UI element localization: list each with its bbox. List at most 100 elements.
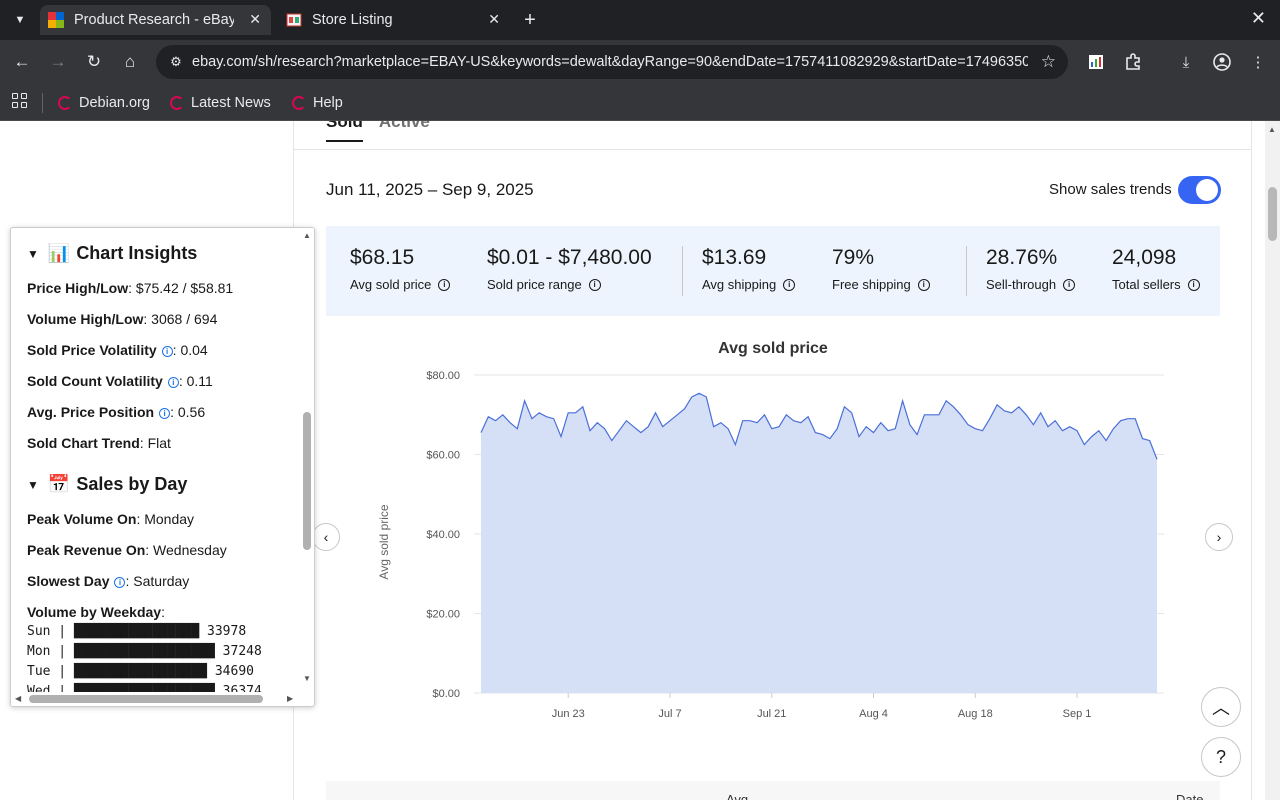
- window-close-icon[interactable]: ✕: [1250, 8, 1266, 28]
- tab-product-research[interactable]: Product Research - eBay ✕: [40, 5, 271, 35]
- chart-prev-button[interactable]: ‹: [312, 523, 340, 551]
- stat-value: 79%: [832, 246, 875, 269]
- bookmark-latest-news[interactable]: Latest News: [170, 91, 271, 115]
- insights-vertical-scrollbar[interactable]: ▲ ▼: [300, 228, 314, 694]
- show-trends-toggle[interactable]: [1178, 176, 1221, 204]
- tab-close-icon[interactable]: ✕: [249, 11, 261, 27]
- stat-value: $68.15: [350, 246, 415, 269]
- scrollbar-thumb[interactable]: [1268, 187, 1277, 241]
- ebay-favicon-icon: [48, 12, 64, 28]
- scrollbar-thumb[interactable]: [29, 695, 263, 703]
- bookmark-debian[interactable]: Debian.org: [58, 91, 150, 115]
- tab-title: Store Listing: [312, 12, 393, 28]
- toggle-knob: [1196, 179, 1218, 201]
- debian-swirl-icon: [292, 96, 306, 110]
- stat-separator: [966, 246, 967, 296]
- results-table-header: Avg Date: [326, 781, 1220, 800]
- insight-sold-count-volatility: Sold Count Volatility i: 0.11: [27, 373, 213, 389]
- bookmark-help[interactable]: Help: [292, 91, 343, 115]
- stat-label: Avg sold price: [350, 277, 432, 292]
- weekday-bar-row: Tue | █████████████████ 34690: [27, 664, 254, 679]
- bookmark-label: Debian.org: [79, 95, 150, 111]
- show-trends-label: Show sales trends: [1049, 181, 1172, 198]
- menu-kebab-icon[interactable]: ⋮: [1250, 54, 1266, 71]
- page-content: Sold Active Jun 11, 2025 – Sep 9, 2025 S…: [0, 121, 1280, 800]
- info-icon[interactable]: i: [588, 278, 601, 291]
- url-text: ebay.com/sh/research?marketplace=EBAY-US…: [192, 54, 1028, 70]
- tab-search-icon[interactable]: ▼: [14, 14, 26, 26]
- stat-sell-through: 28.76% Sell-through i: [986, 246, 1076, 292]
- y-tick-label: $40.00: [426, 529, 460, 541]
- x-tick-label: Aug 18: [958, 708, 993, 720]
- stats-summary: $68.15 Avg sold price i $0.01 - $7,480.00…: [326, 226, 1220, 316]
- insight-price-high-low: Price High/Low: $75.42 / $58.81: [27, 280, 234, 296]
- page-scrollbar[interactable]: ▲: [1265, 121, 1280, 800]
- bookmarks-bar: Debian.org Latest News Help: [0, 85, 1280, 121]
- tab-active[interactable]: Active: [378, 121, 430, 131]
- home-icon[interactable]: ⌂: [124, 52, 136, 71]
- x-tick-label: Sep 1: [1063, 708, 1092, 720]
- info-icon[interactable]: i: [114, 576, 126, 588]
- info-icon[interactable]: i: [1187, 278, 1200, 291]
- insight-volume-high-low: Volume High/Low: 3068 / 694: [27, 311, 218, 327]
- y-tick-label: $80.00: [426, 370, 460, 382]
- tab-close-icon[interactable]: ✕: [488, 11, 500, 27]
- help-button[interactable]: ?: [1201, 737, 1241, 777]
- back-icon[interactable]: ←: [13, 52, 31, 71]
- reload-icon[interactable]: ↻: [86, 52, 102, 71]
- extension-chart-icon[interactable]: [1086, 52, 1106, 72]
- bookmark-label: Latest News: [191, 95, 271, 111]
- x-tick-label: Aug 4: [859, 708, 888, 720]
- chevron-up-icon: ︿: [1212, 698, 1230, 718]
- tab-sold[interactable]: Sold: [326, 121, 363, 142]
- y-tick-label: $60.00: [426, 450, 460, 462]
- info-icon[interactable]: i: [783, 278, 796, 291]
- apps-grid-icon[interactable]: [12, 93, 30, 111]
- research-panel: Sold Active Jun 11, 2025 – Sep 9, 2025 S…: [293, 121, 1252, 800]
- forward-icon[interactable]: →: [49, 52, 67, 71]
- info-icon[interactable]: i: [159, 407, 171, 419]
- stat-label: Total sellers: [1112, 277, 1181, 292]
- bookmark-label: Help: [313, 95, 343, 111]
- extensions-puzzle-icon[interactable]: [1123, 52, 1143, 72]
- chart-insights-heading[interactable]: ▼ 📊 Chart Insights: [27, 243, 197, 264]
- info-icon[interactable]: i: [917, 278, 930, 291]
- download-icon[interactable]: ⤓: [1182, 53, 1190, 71]
- y-tick-label: $20.00: [426, 609, 460, 621]
- profile-icon[interactable]: [1212, 52, 1232, 72]
- info-icon[interactable]: i: [161, 345, 173, 357]
- info-icon[interactable]: i: [1063, 278, 1076, 291]
- scroll-up-icon[interactable]: ▲: [1268, 125, 1276, 134]
- scrollbar-thumb[interactable]: [303, 412, 311, 550]
- y-tick-label: $0.00: [432, 688, 460, 700]
- chart-title: Avg sold price: [718, 340, 828, 357]
- insight-avg-price-position: Avg. Price Position i: 0.56: [27, 404, 206, 420]
- stat-label: Avg shipping: [702, 277, 777, 292]
- stat-value: 28.76%: [986, 246, 1058, 269]
- info-icon[interactable]: i: [167, 376, 179, 388]
- new-tab-icon[interactable]: +: [524, 8, 536, 31]
- site-info-icon[interactable]: ⚙: [170, 54, 182, 69]
- stat-value: $13.69: [702, 246, 767, 269]
- debian-swirl-icon: [58, 96, 72, 110]
- insights-horizontal-scrollbar[interactable]: ◀ ▶: [11, 692, 302, 706]
- scroll-to-top-button[interactable]: ︿: [1201, 687, 1241, 727]
- sales-by-day-heading[interactable]: ▼ 📅 Sales by Day: [27, 474, 187, 495]
- scroll-up-icon[interactable]: ▲: [303, 231, 311, 240]
- bookmark-star-icon[interactable]: ☆: [1040, 52, 1056, 71]
- chevron-left-icon: ‹: [323, 529, 329, 545]
- stat-value: $0.01 - $7,480.00: [487, 246, 652, 269]
- stat-sold-price-range: $0.01 - $7,480.00 Sold price range i: [487, 246, 652, 292]
- sold-active-tabs: Sold Active: [326, 121, 430, 142]
- scroll-left-icon[interactable]: ◀: [15, 694, 22, 703]
- x-tick-label: Jun 23: [552, 708, 585, 720]
- scroll-right-icon[interactable]: ▶: [287, 694, 294, 703]
- tab-store-listing[interactable]: Store Listing ✕: [278, 5, 510, 35]
- chart-next-button[interactable]: ›: [1205, 523, 1233, 551]
- collapse-triangle-icon: ▼: [27, 477, 39, 492]
- address-bar[interactable]: ⚙ ebay.com/sh/research?marketplace=EBAY-…: [156, 45, 1068, 79]
- info-icon[interactable]: i: [438, 278, 451, 291]
- stat-avg-shipping: $13.69 Avg shipping i: [702, 246, 796, 292]
- x-tick-label: Jul 21: [757, 708, 786, 720]
- scroll-down-icon[interactable]: ▼: [303, 674, 311, 683]
